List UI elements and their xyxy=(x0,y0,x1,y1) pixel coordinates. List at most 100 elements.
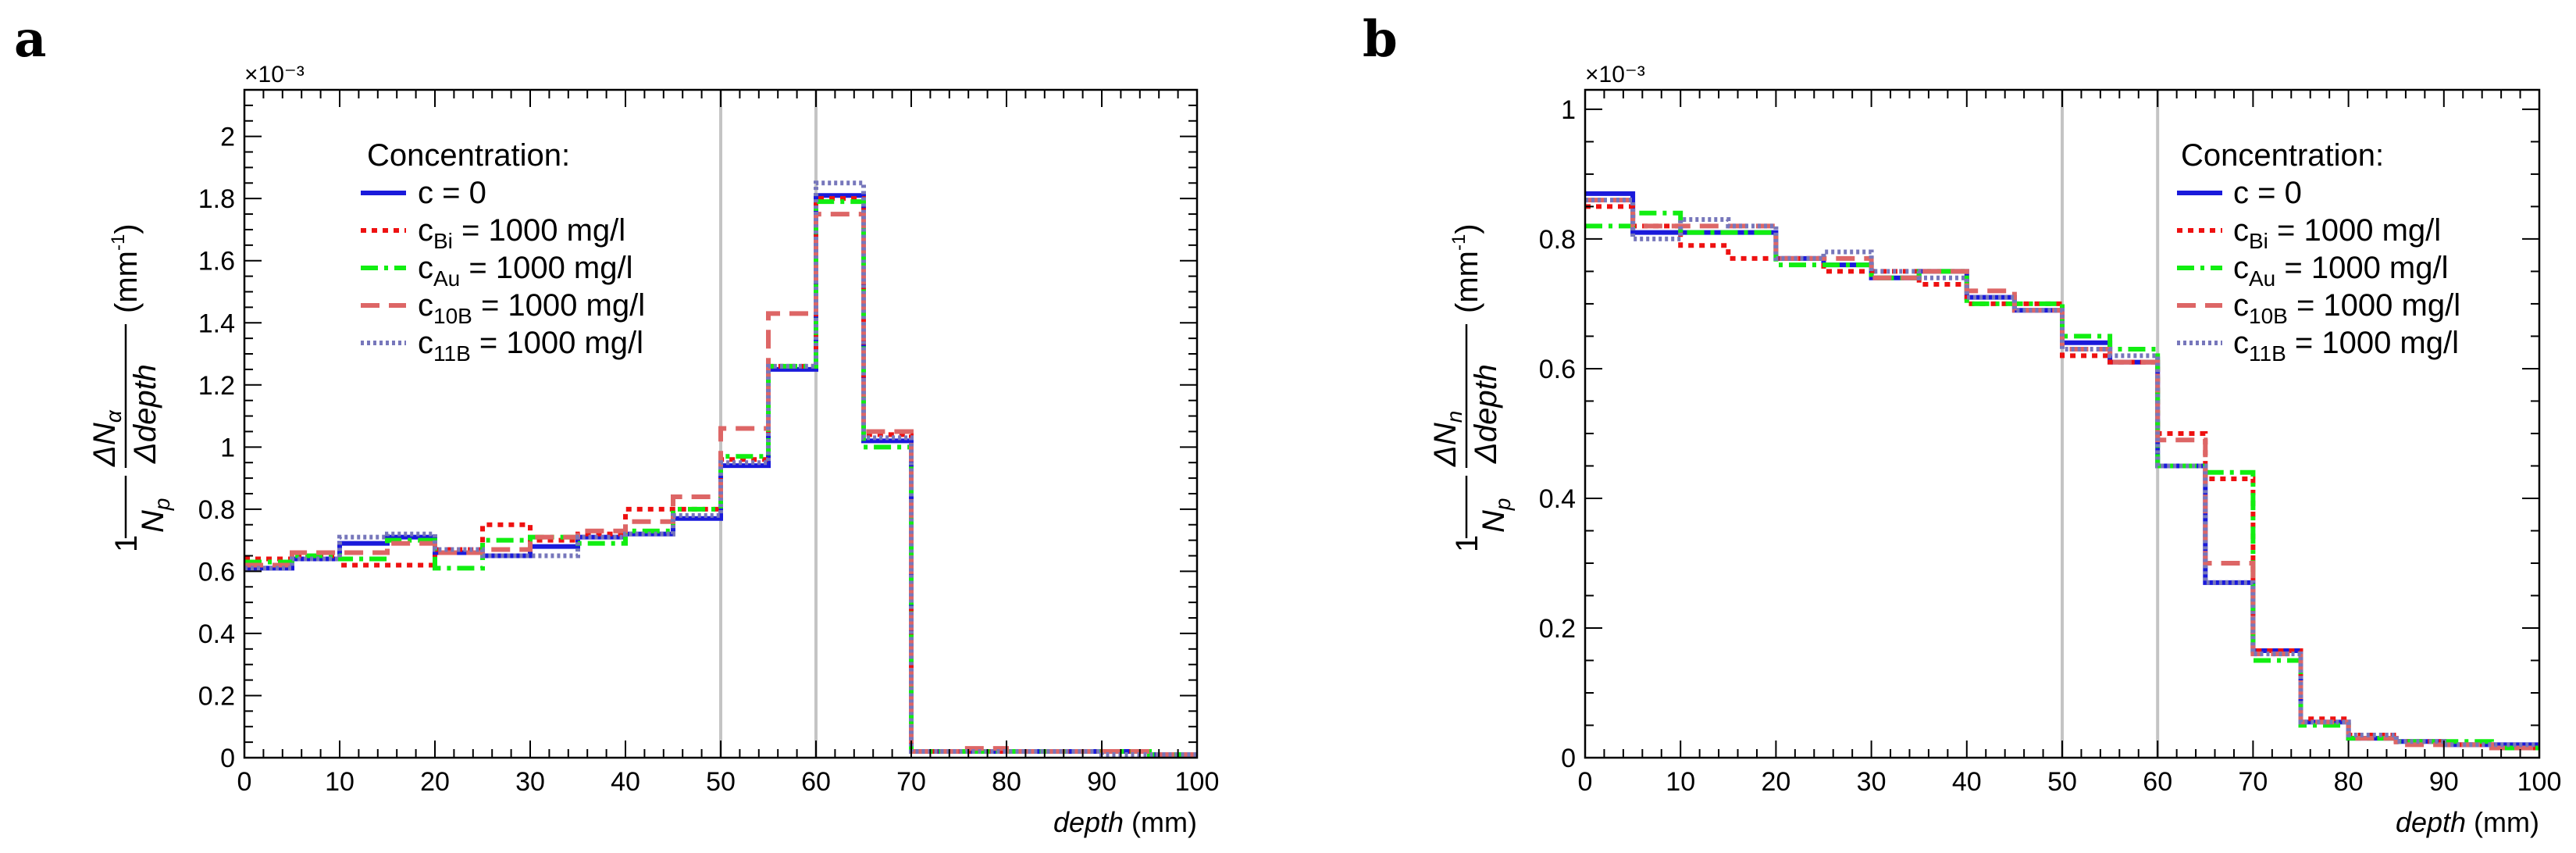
legend-entry-main: c xyxy=(2233,251,2249,285)
y-title-np: Np xyxy=(136,498,174,533)
y-tick-label: 1.2 xyxy=(198,371,235,401)
x-tick-label: 80 xyxy=(2334,767,2364,797)
x-tick-label: 20 xyxy=(1761,767,1790,797)
legend-entry-main: c xyxy=(2233,213,2249,248)
x-axis-title-unit: (mm) xyxy=(2466,806,2539,838)
legend-entry-sub: 11B xyxy=(433,341,471,366)
y-tick-label: 1 xyxy=(1561,95,1576,125)
legend-entry-sub: 10B xyxy=(433,304,472,328)
x-tick-label: 0 xyxy=(237,767,252,797)
y-axis-title: 1 Np ΔNα Δdepth (mm-1) xyxy=(87,223,174,552)
legend-entry-0: c = 0 xyxy=(418,176,486,210)
x-axis-title-italic: depth xyxy=(2396,806,2466,838)
y-title-num-text: ΔN xyxy=(1428,423,1463,467)
legend-title: Concentration: xyxy=(367,138,570,173)
x-tick-label: 100 xyxy=(2517,767,2562,797)
y-tick-label: 1 xyxy=(220,433,235,462)
y-title-unit: (mm-1) xyxy=(1448,223,1484,313)
legend-entry-rest: = 1000 mg/l xyxy=(2275,251,2448,285)
y-title-np-letter: N xyxy=(1477,510,1511,533)
x-tick-label: 90 xyxy=(1087,767,1117,797)
legend-entry-sub: 11B xyxy=(2249,341,2286,366)
legend-entry-sub: 10B xyxy=(2249,304,2288,328)
panel-label: a xyxy=(14,10,46,69)
x-tick-label: 0 xyxy=(1578,767,1593,797)
y-tick-label: 0.4 xyxy=(198,619,235,649)
x-tick-label: 70 xyxy=(2238,767,2268,797)
x-tick-label: 40 xyxy=(611,767,640,797)
legend-entry-2: cAu = 1000 mg/l xyxy=(418,251,633,291)
y-title-unit-close: ) xyxy=(109,223,144,234)
y-title-unit: (mm-1) xyxy=(108,223,144,313)
y-tick-label: 1.6 xyxy=(198,247,235,277)
y-title-unit-text: (mm xyxy=(109,251,144,313)
x-tick-label: 40 xyxy=(1952,767,1982,797)
legend-entry-main: c = 0 xyxy=(2233,176,2302,210)
y-title-np-sub: p xyxy=(1491,498,1515,512)
y-tick-label: 1.4 xyxy=(198,309,235,338)
y-title-unit-sup: -1 xyxy=(1448,234,1470,251)
legend-entry-sub: Bi xyxy=(433,229,453,253)
legend-entry-1: cBi = 1000 mg/l xyxy=(418,213,625,253)
x-tick-label: 10 xyxy=(325,767,355,797)
chart-panel-a: a ×10⁻³ 0 10 20 30 40 50 60 70 80 90 100 0 0.2 0.4 0.6 0.… xyxy=(14,10,1219,838)
y-tick-label: 0 xyxy=(1561,744,1576,773)
y-title-unit-text: (mm xyxy=(1450,251,1484,313)
legend-entry-4: c11B = 1000 mg/l xyxy=(2233,326,2459,366)
legend-entry-rest: = 1000 mg/l xyxy=(2268,213,2441,248)
legend-entry-rest: = 1000 mg/l xyxy=(2286,326,2459,360)
x-tick-label: 10 xyxy=(1666,767,1695,797)
x-tick-label: 100 xyxy=(1175,767,1220,797)
legend-entry-main: c xyxy=(418,251,433,285)
legend-entry-2: cAu = 1000 mg/l xyxy=(2233,251,2449,291)
y-tick-label: 0.4 xyxy=(1539,484,1576,514)
legend-title: Concentration: xyxy=(2181,138,2384,173)
x-tick-label: 50 xyxy=(706,767,736,797)
y-tick-label: 0 xyxy=(220,744,235,773)
y-title-numerator: ΔNα xyxy=(87,409,126,467)
y-title-np-sub: p xyxy=(150,498,174,512)
legend-entry-rest: = 1000 mg/l xyxy=(2288,288,2460,323)
legend-entry-main: c = 0 xyxy=(418,176,486,210)
legend-entry-sub: Bi xyxy=(2249,229,2268,253)
y-tick-label: 0.2 xyxy=(198,681,235,711)
legend-entry-main: c xyxy=(2233,326,2249,360)
legend-entry-0: c = 0 xyxy=(2233,176,2302,210)
y-title-num-sub: n xyxy=(1442,411,1466,423)
x-axis-title-italic: depth xyxy=(1053,806,1124,838)
y-title-np-letter: N xyxy=(136,510,170,533)
x-tick-label: 20 xyxy=(420,767,450,797)
x-tick-label: 30 xyxy=(515,767,545,797)
y-title-one: 1 xyxy=(1450,535,1484,552)
legend-entry-sub: Au xyxy=(433,266,460,291)
legend-entry-rest: = 1000 mg/l xyxy=(453,213,625,248)
legend-entry-rest: = 1000 mg/l xyxy=(460,251,632,285)
y-tick-label: 0.8 xyxy=(1539,225,1576,255)
chart-panel-b: b ×10⁻³ 0 10 20 30 40 50 60 70 80 90 100 0 0.2 0.4 0.6 0.… xyxy=(1363,10,2561,838)
y-axis-title: 1 Np ΔNn Δdepth (mm-1) xyxy=(1428,223,1515,552)
x-tick-label: 90 xyxy=(2429,767,2459,797)
y-title-numerator: ΔNn xyxy=(1428,411,1466,467)
panel-label: b xyxy=(1363,10,1398,69)
legend-entry-rest: = 1000 mg/l xyxy=(472,288,645,323)
legend-entry-4: c11B = 1000 mg/l xyxy=(418,326,643,366)
x-axis-title-unit: (mm) xyxy=(1124,806,1197,838)
legend-entry-main: c xyxy=(418,326,433,360)
x-tick-label: 50 xyxy=(2047,767,2077,797)
legend-entry-1: cBi = 1000 mg/l xyxy=(2233,213,2441,253)
legend-entry-main: c xyxy=(418,213,433,248)
y-tick-label: 0.2 xyxy=(1539,614,1576,644)
x-tick-label: 70 xyxy=(896,767,926,797)
legend-entry-3: c10B = 1000 mg/l xyxy=(2233,288,2460,328)
legend-entry-sub: Au xyxy=(2249,266,2275,291)
y-title-unit-close: ) xyxy=(1450,223,1484,234)
y-tick-label: 0.8 xyxy=(198,495,235,525)
axis-exponent: ×10⁻³ xyxy=(1585,62,1645,87)
axis-exponent: ×10⁻³ xyxy=(244,62,305,87)
series-4-line xyxy=(1585,198,2539,748)
x-tick-label: 80 xyxy=(992,767,1021,797)
y-title-np: Np xyxy=(1477,498,1515,533)
legend-entry-main: c xyxy=(418,288,433,323)
